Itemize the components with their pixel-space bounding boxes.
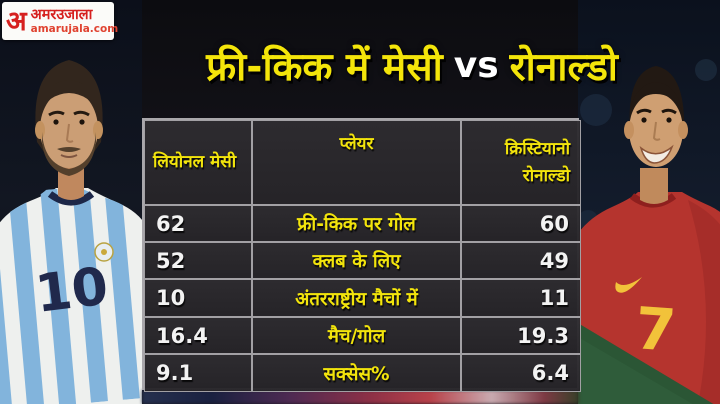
table-row-2-stat-label: अंतरराष्ट्रीय मैचों में [252,279,461,317]
ronaldo-illustration: 7 [578,0,720,404]
header-ronaldo: क्रिस्टियानो रोनाल्डो [461,120,581,205]
table-row-4-ronaldo-value: 6.4 [461,354,581,392]
table-row-4-stat-label: सक्सेस% [252,354,461,392]
ronaldo-photo: 7 [578,0,720,404]
page-title: फ्री-किक में मेसी vs रोनाल्डो [112,34,712,96]
table-row-1-ronaldo-value: 49 [461,242,581,279]
table-row-0-stat-label: फ्री-किक पर गोल [252,205,461,242]
table-row-0-ronaldo-value: 60 [461,205,581,242]
blurred-stadium-strip [142,390,579,404]
table-row-0-messi-value: 62 [144,205,252,242]
nike-swoosh [615,277,642,293]
messi-photo: 10 [0,0,142,404]
table-row-3-ronaldo-value: 19.3 [461,317,581,354]
title-pre: फ्री-किक में मेसी [206,44,443,90]
table-row-1-stat-label: क्लब के लिए [252,242,461,279]
messi-illustration: 10 [0,0,142,404]
table-row-4-messi-value: 9.1 [144,354,252,392]
stats-table: लियोनल मेसी प्लेयर क्रिस्टियानो रोनाल्डो… [142,118,581,392]
amar-ujala-logo-mark: अ [6,5,27,37]
table-row-2-ronaldo-value: 11 [461,279,581,317]
amar-ujala-logo-name: अमरउजाला [30,7,93,23]
title-vs: vs [453,44,499,86]
header-player: प्लेयर [252,120,461,205]
amar-ujala-logo: अ अमरउजाला amarujala.com [2,2,118,40]
ronaldo-smile [639,144,674,164]
ronaldo-collar [629,193,677,208]
amar-ujala-domain: amarujala.com [30,22,119,35]
messi-beard [42,132,96,176]
header-messi: लियोनल मेसी [144,120,252,205]
afa-crest [94,242,114,262]
title-post: रोनाल्डो [509,44,618,90]
table-row-2-messi-value: 10 [144,279,252,317]
table-row-1-messi-value: 52 [144,242,252,279]
ronaldo-jersey-number: 7 [633,294,678,365]
messi-jersey-number: 10 [32,257,111,325]
table-row-3-stat-label: मैच/गोल [252,317,461,354]
table-row-3-messi-value: 16.4 [144,317,252,354]
messi-collar [47,191,95,206]
